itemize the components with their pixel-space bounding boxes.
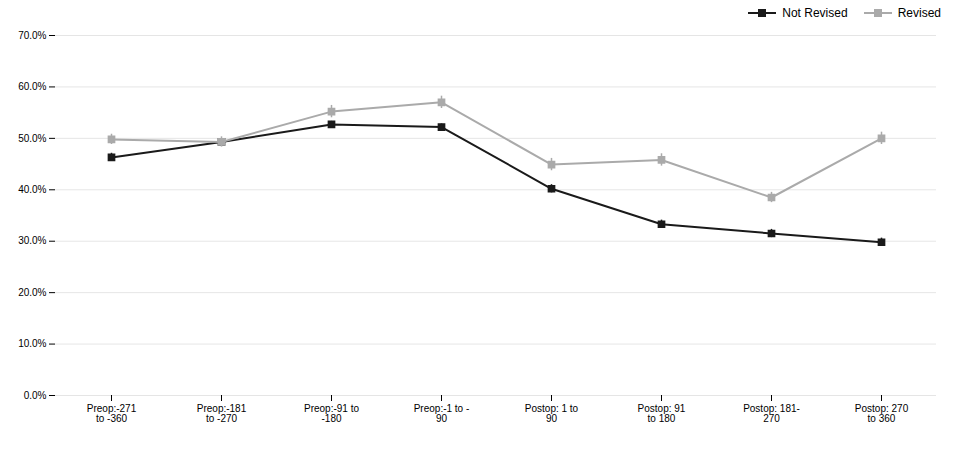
- html-text:Revised: Revised: [897, 6, 941, 20]
- svg-text:Postop: 91to 180: Postop: 91to 180: [638, 403, 686, 424]
- svg-text:Preop:-1 to -90: Preop:-1 to -90: [414, 403, 470, 424]
- svg-text:10.0%: 10.0%: [18, 338, 46, 349]
- svg-text:50.0%: 50.0%: [18, 133, 46, 144]
- svg-text:20.0%: 20.0%: [18, 287, 46, 298]
- svg-text:40.0%: 40.0%: [18, 184, 46, 195]
- svg-text:Preop:-181to -270: Preop:-181to -270: [197, 403, 247, 424]
- svg-text:Postop: 270to 360: Postop: 270to 360: [855, 403, 909, 424]
- html-text:Not Revised: Not Revised: [782, 6, 848, 20]
- svg-text:Postop: 181-270: Postop: 181-270: [743, 403, 800, 424]
- svg-text:30.0%: 30.0%: [18, 235, 46, 246]
- svg-text:Preop:-271to -360: Preop:-271to -360: [87, 403, 137, 424]
- svg-text:70.0%: 70.0%: [18, 30, 46, 41]
- svg-text:Preop:-91 to-180: Preop:-91 to-180: [304, 403, 359, 424]
- svg-text:Postop: 1 to90: Postop: 1 to90: [525, 403, 579, 424]
- svg-text:0.0%: 0.0%: [24, 390, 47, 401]
- svg-text:60.0%: 60.0%: [18, 81, 46, 92]
